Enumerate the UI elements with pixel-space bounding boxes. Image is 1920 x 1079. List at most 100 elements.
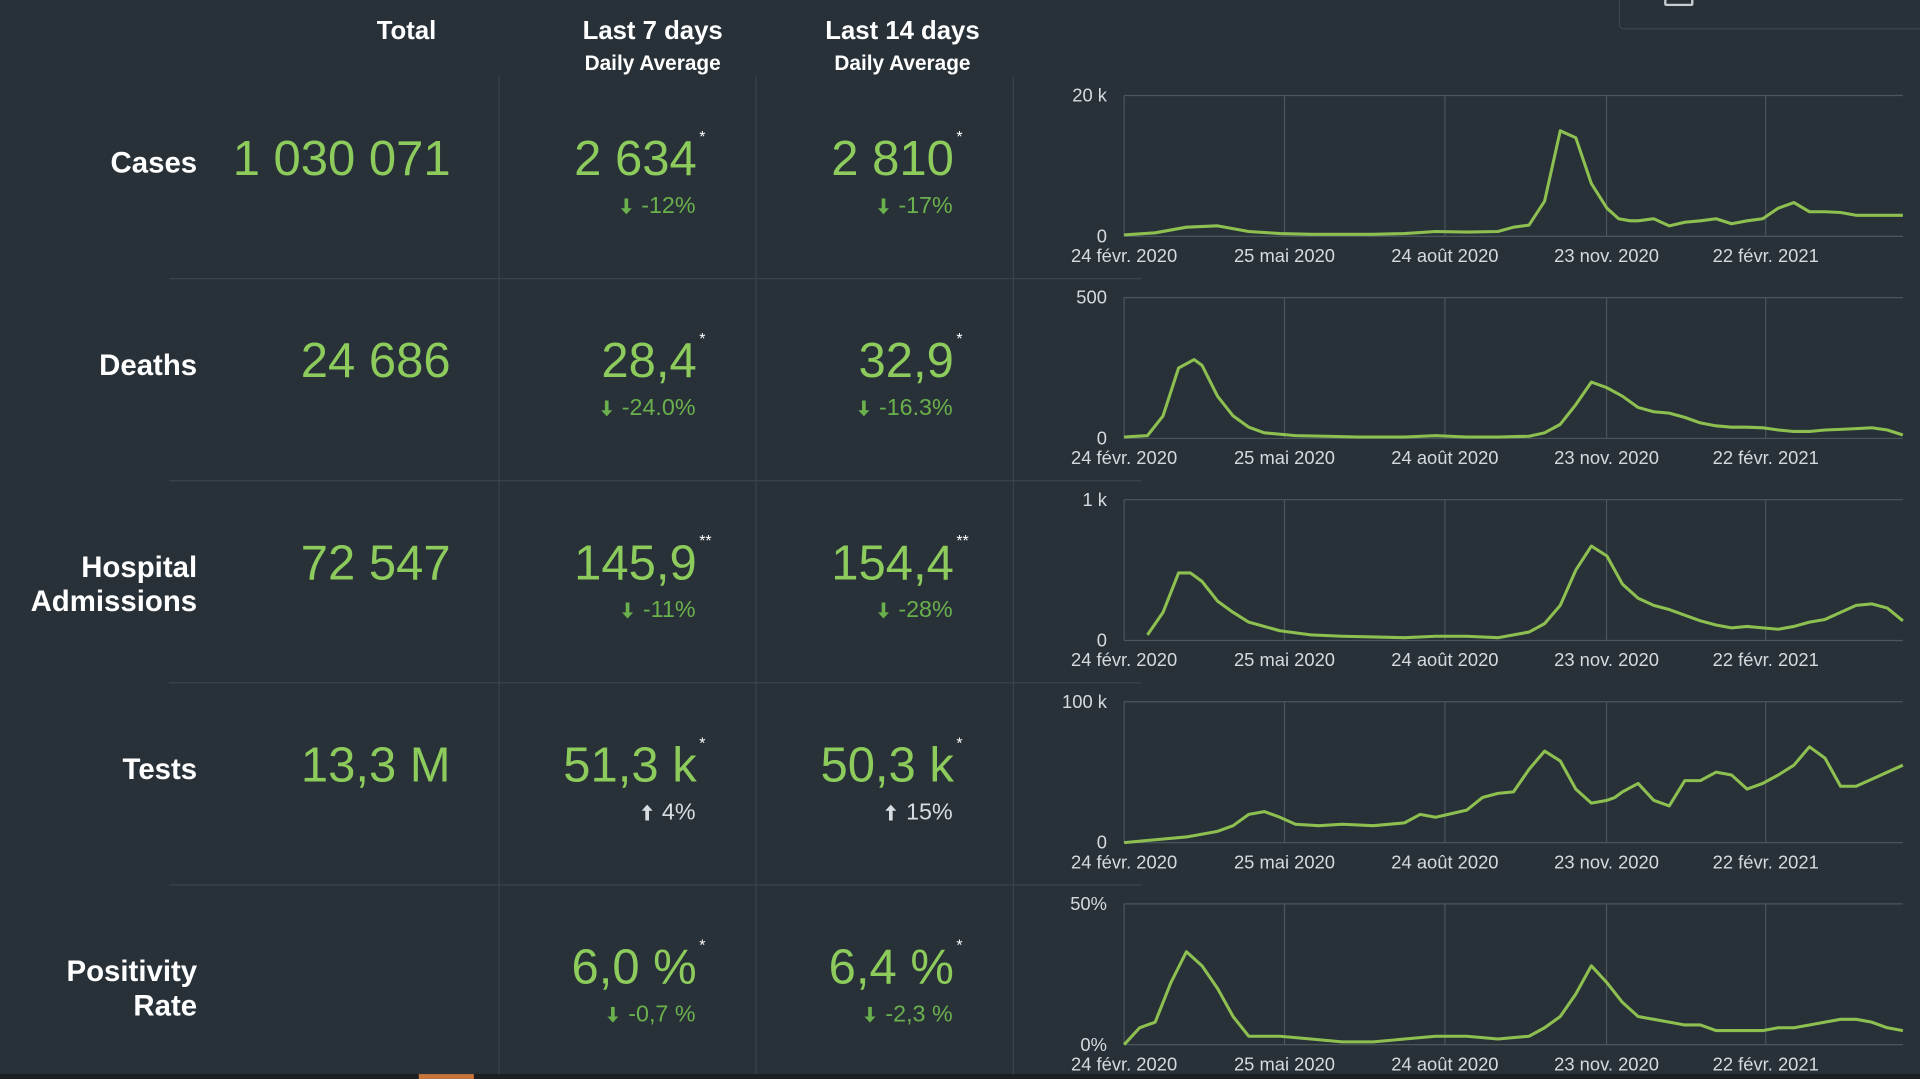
metric-value: 51,3 k [563, 738, 697, 793]
x-tick-label: 24 févr. 2020 [1071, 1053, 1177, 1074]
y-tick-label: 1 k [1082, 489, 1107, 510]
last7-cases: 2 634 * [574, 127, 705, 187]
y-tick-label: 0 [1097, 630, 1107, 651]
row-divider [168, 480, 1142, 482]
footnote-marker: * [699, 935, 706, 955]
y-tick-label: 100 k [1062, 691, 1108, 712]
y-tick-label: 0% [1080, 1034, 1107, 1055]
change-last14-positivity-rate: -2,3 % [864, 1001, 953, 1029]
metric-value: 6,4 % [828, 940, 954, 995]
line-chart-svg[interactable]: 0 500 24 févr. 2020 25 mai 2020 24 août 2020… [1056, 278, 1920, 474]
y-tick-label: 500 [1076, 287, 1107, 308]
x-tick-label: 22 févr. 2021 [1713, 1053, 1819, 1074]
footnote-marker: * [956, 329, 963, 348]
metric-value: 154,4 [831, 536, 954, 591]
change-last14-cases: -17% [877, 193, 953, 221]
down-arrow-icon [620, 198, 632, 215]
chart-tests[interactable]: 0 100 k 24 févr. 2020 25 mai 2020 24 août 20… [1056, 682, 1920, 878]
line-chart-svg[interactable]: 0 100 k 24 févr. 2020 25 mai 2020 24 août 20… [1056, 682, 1920, 878]
row-divider [168, 278, 1142, 280]
down-arrow-icon [622, 602, 634, 619]
header-last-14-days: Last 14 days Daily Average [780, 17, 1025, 76]
down-arrow-icon [864, 1006, 876, 1023]
metric-value: 2 810 [831, 132, 954, 187]
row-label-cases: Cases [110, 146, 198, 181]
x-tick-label: 24 août 2020 [1391, 245, 1498, 266]
x-tick-label: 24 févr. 2020 [1071, 851, 1177, 872]
x-tick-label: 24 août 2020 [1391, 1053, 1498, 1074]
row-divider [168, 682, 1142, 684]
change-value: 15% [906, 799, 953, 826]
metric-value: 32,9 [858, 334, 954, 389]
bottom-scrollbar-track[interactable] [0, 1074, 1920, 1079]
change-value: -28% [898, 597, 953, 624]
metric-value: 2 634 [574, 132, 697, 187]
change-last7-hospital-admissions: -11% [622, 597, 696, 625]
header-last-14-title: Last 14 days [825, 17, 980, 46]
x-tick-label: 23 nov. 2020 [1554, 245, 1659, 266]
total-deaths: 24 686 [300, 334, 451, 389]
row-label-positivity-rate: Positivity Rate [66, 955, 198, 1023]
chart-cases[interactable]: 0 20 k 24 févr. 2020 25 mai 2020 24 août 202… [1056, 76, 1920, 272]
download-icon [1664, 0, 1694, 7]
row-label-tests: Tests [122, 753, 198, 787]
last14-cases: 2 810 * [831, 127, 962, 187]
x-tick-label: 23 nov. 2020 [1554, 1053, 1659, 1074]
line-chart-svg[interactable]: 0 1 k 24 févr. 2020 25 mai 2020 24 août 2020… [1056, 480, 1920, 676]
up-arrow-icon [885, 804, 897, 821]
footnote-marker: ** [699, 531, 712, 550]
y-tick-label: 20 k [1072, 85, 1108, 106]
change-value: -11% [642, 597, 696, 624]
footnote-marker: * [699, 733, 706, 752]
chart-deaths[interactable]: 0 500 24 févr. 2020 25 mai 2020 24 août 2020… [1056, 278, 1920, 474]
x-tick-label: 22 févr. 2021 [1713, 447, 1819, 468]
footnote-marker: * [956, 733, 963, 752]
x-tick-label: 23 nov. 2020 [1554, 851, 1659, 872]
chart-hospital-admissions[interactable]: 0 1 k 24 févr. 2020 25 mai 2020 24 août 2020… [1056, 480, 1920, 676]
line-chart-svg[interactable]: 0% 50% 24 févr. 2020 25 mai 2020 24 août 202… [1056, 884, 1920, 1079]
header-last-7-subtitle: Daily Average [584, 51, 721, 75]
header-last-7-days: Last 7 days Daily Average [530, 17, 775, 76]
line-chart-svg[interactable]: 0 20 k 24 févr. 2020 25 mai 2020 24 août 202… [1056, 76, 1920, 272]
footnote-marker: ** [956, 531, 969, 550]
total-cases: 1 030 071 [232, 132, 451, 187]
last14-hospital-admissions: 154,4 ** [831, 532, 968, 591]
down-arrow-icon [858, 400, 870, 417]
change-value: -16.3% [878, 395, 953, 422]
change-value: -24.0% [621, 395, 696, 422]
change-last7-positivity-rate: -0,7 % [607, 1002, 696, 1029]
x-tick-label: 24 févr. 2020 [1071, 245, 1177, 266]
x-tick-label: 23 nov. 2020 [1554, 447, 1659, 468]
chart-positivity-rate[interactable]: 0% 50% 24 févr. 2020 25 mai 2020 24 août 202… [1056, 884, 1920, 1079]
last14-tests: 50,3 k * [820, 734, 962, 793]
series-line [1124, 358, 1904, 439]
y-tick-label: 50% [1070, 893, 1107, 914]
change-value: -12% [641, 193, 696, 220]
column-divider [498, 75, 500, 1079]
column-divider [1012, 75, 1014, 1079]
bottom-scrollbar-thumb[interactable] [418, 1074, 474, 1079]
metric-value: 50,3 k [820, 738, 954, 793]
metric-value: 6,0 % [571, 940, 697, 995]
series-line [1146, 544, 1904, 640]
total-hospital-admissions: 72 547 [300, 536, 451, 591]
x-tick-label: 24 août 2020 [1391, 447, 1498, 468]
y-tick-label: 0 [1097, 428, 1107, 449]
footnote-marker: * [699, 329, 706, 348]
row-label-deaths: Deaths [99, 349, 198, 383]
total-tests: 13,3 M [300, 738, 451, 793]
x-tick-label: 24 févr. 2020 [1071, 649, 1177, 670]
up-arrow-icon [641, 804, 653, 821]
row-label-hospital-admissions: Hospital Admissions [31, 551, 198, 620]
last7-hospital-admissions: 145,9 ** [574, 532, 711, 591]
change-value: -17% [898, 193, 953, 220]
x-tick-label: 25 mai 2020 [1234, 447, 1335, 468]
down-arrow-icon [600, 400, 613, 417]
export-button[interactable] [1618, 0, 1920, 30]
metric-value: 145,9 [574, 536, 697, 591]
change-value: -2,3 % [885, 1001, 953, 1028]
x-tick-label: 25 mai 2020 [1234, 1053, 1335, 1074]
x-tick-label: 24 août 2020 [1391, 851, 1498, 872]
change-last14-deaths: -16.3% [858, 396, 953, 423]
